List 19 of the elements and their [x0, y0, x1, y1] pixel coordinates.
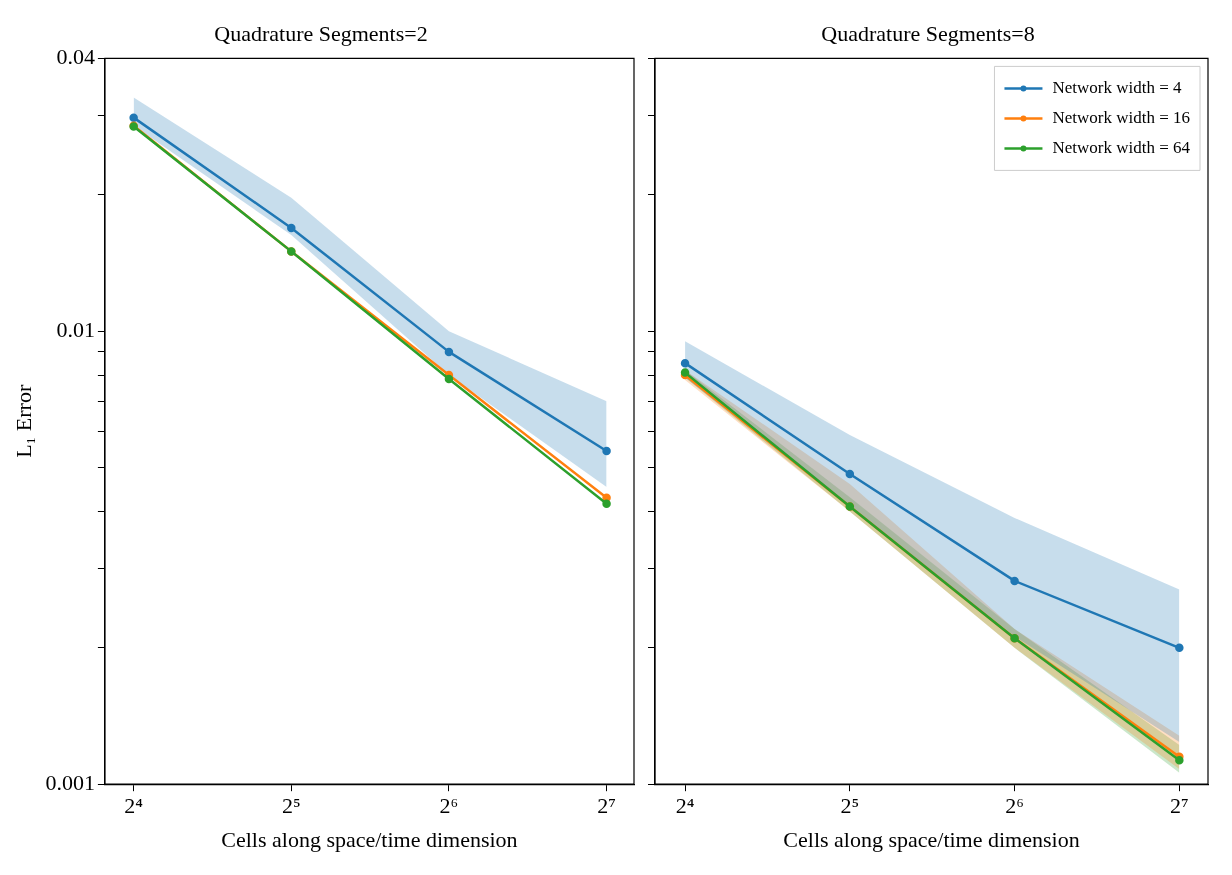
- x-tick-label: 2⁴: [675, 793, 695, 819]
- legend-label: Network width = 4: [1052, 77, 1182, 97]
- chart-title: Quadrature Segments=8: [821, 20, 1035, 46]
- y-tick-label: 0.01: [56, 316, 95, 342]
- x-tick-label: 2⁵: [840, 793, 860, 819]
- chart-title: Quadrature Segments=2: [214, 20, 428, 46]
- x-tick-label: 2⁷: [1170, 793, 1189, 819]
- x-tick-label: 2⁶: [1005, 793, 1024, 819]
- legend-label: Network width = 16: [1052, 107, 1190, 127]
- x-tick-label: 2⁷: [597, 793, 616, 819]
- y-tick-label: 0.04: [56, 44, 95, 70]
- y-axis-title: L₁ Error: [10, 384, 36, 458]
- x-tick-label: 2⁵: [281, 793, 301, 819]
- y-tick-label: 0.001: [45, 769, 95, 795]
- x-tick-label: 2⁶: [439, 793, 459, 819]
- x-axis-title: Cells along space/time dimension: [221, 826, 518, 852]
- x-tick-label: 2⁴: [124, 793, 144, 819]
- x-axis-title: Cells along space/time dimension: [783, 826, 1080, 852]
- legend-label: Network width = 64: [1052, 137, 1191, 157]
